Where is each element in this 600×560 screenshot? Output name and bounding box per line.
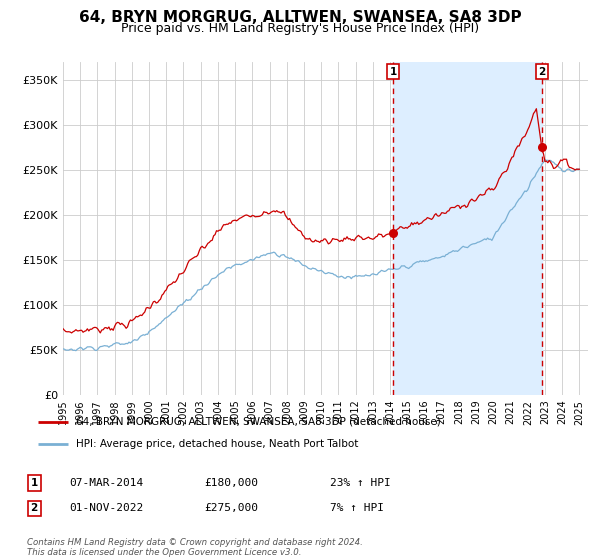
Text: Contains HM Land Registry data © Crown copyright and database right 2024.
This d: Contains HM Land Registry data © Crown c… [27, 538, 363, 557]
Text: 2: 2 [31, 503, 38, 514]
Text: 07-MAR-2014: 07-MAR-2014 [69, 478, 143, 488]
Text: 2: 2 [538, 67, 545, 77]
Text: 1: 1 [389, 67, 397, 77]
Text: 7% ↑ HPI: 7% ↑ HPI [330, 503, 384, 514]
Text: HPI: Average price, detached house, Neath Port Talbot: HPI: Average price, detached house, Neat… [76, 438, 359, 449]
Text: 64, BRYN MORGRUG, ALLTWEN, SWANSEA, SA8 3DP: 64, BRYN MORGRUG, ALLTWEN, SWANSEA, SA8 … [79, 10, 521, 25]
Text: £180,000: £180,000 [204, 478, 258, 488]
Text: 1: 1 [31, 478, 38, 488]
Bar [393, 62, 542, 395]
Text: 23% ↑ HPI: 23% ↑ HPI [330, 478, 391, 488]
Text: 64, BRYN MORGRUG, ALLTWEN, SWANSEA, SA8 3DP (detached house): 64, BRYN MORGRUG, ALLTWEN, SWANSEA, SA8 … [76, 417, 441, 427]
Text: Price paid vs. HM Land Registry's House Price Index (HPI): Price paid vs. HM Land Registry's House … [121, 22, 479, 35]
Text: 01-NOV-2022: 01-NOV-2022 [69, 503, 143, 514]
Text: £275,000: £275,000 [204, 503, 258, 514]
